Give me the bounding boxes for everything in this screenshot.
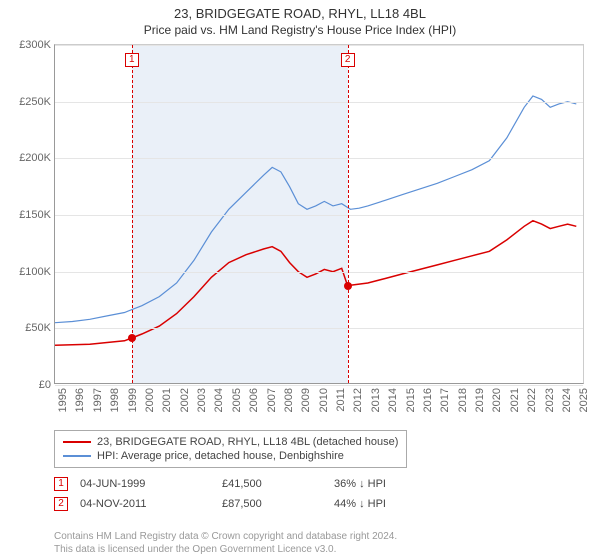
x-tick-label: 1995 [57,388,69,412]
x-tick-label: 2012 [352,388,364,412]
x-tick-label: 2004 [213,388,225,412]
x-tick-label: 2016 [422,388,434,412]
x-tick-label: 2005 [231,388,243,412]
x-tick-label: 2003 [196,388,208,412]
chart-title: 23, BRIDGEGATE ROAD, RHYL, LL18 4BL [0,0,600,21]
legend-swatch [63,455,91,457]
legend-swatch [63,441,91,443]
event-delta: 36% ↓ HPI [334,478,386,490]
x-tick-label: 2020 [491,388,503,412]
event-date: 04-NOV-2011 [80,498,210,510]
x-tick-label: 2022 [526,388,538,412]
sale-event-row: 1 04-JUN-1999 £41,500 36% ↓ HPI [54,474,386,494]
y-tick-label: £250K [19,96,55,108]
y-tick-label: £200K [19,152,55,164]
event-marker-box: 2 [54,497,68,511]
legend-label: HPI: Average price, detached house, Denb… [97,450,344,462]
x-axis-labels: 1995 1996 1997 1998 1999 2000 2001 2002 2003 2004… [54,388,584,428]
y-tick-label: £100K [19,266,55,278]
event-delta: 44% ↓ HPI [334,498,386,510]
event-marker-box: 1 [54,477,68,491]
legend-item: HPI: Average price, detached house, Denb… [63,449,398,463]
sale-event-row: 2 04-NOV-2011 £87,500 44% ↓ HPI [54,494,386,514]
series-hpi [55,96,576,323]
x-tick-label: 2019 [474,388,486,412]
x-tick-label: 2010 [318,388,330,412]
x-tick-label: 1998 [109,388,121,412]
footnote: Contains HM Land Registry data © Crown c… [54,530,397,556]
event-date: 04-JUN-1999 [80,478,210,490]
sale-point-dot [128,334,136,342]
legend-box: 23, BRIDGEGATE ROAD, RHYL, LL18 4BL (det… [54,430,407,468]
x-tick-label: 2000 [144,388,156,412]
sale-events: 1 04-JUN-1999 £41,500 36% ↓ HPI 2 04-NOV… [54,474,386,514]
x-tick-label: 2025 [578,388,590,412]
x-tick-label: 2013 [370,388,382,412]
x-tick-label: 2001 [161,388,173,412]
chart-container: 23, BRIDGEGATE ROAD, RHYL, LL18 4BL Pric… [0,0,600,560]
marker-box: 2 [341,53,355,67]
marker-box: 1 [125,53,139,67]
footnote-line: This data is licensed under the Open Gov… [54,543,397,556]
footnote-line: Contains HM Land Registry data © Crown c… [54,530,397,543]
event-price: £87,500 [222,498,322,510]
x-tick-label: 2015 [405,388,417,412]
x-tick-label: 2021 [509,388,521,412]
x-tick-label: 2006 [248,388,260,412]
y-tick-label: £50K [25,322,55,334]
x-tick-label: 1999 [127,388,139,412]
sale-point-dot [344,282,352,290]
x-tick-label: 2002 [179,388,191,412]
legend-label: 23, BRIDGEGATE ROAD, RHYL, LL18 4BL (det… [97,436,398,448]
x-tick-label: 2007 [266,388,278,412]
legend-item: 23, BRIDGEGATE ROAD, RHYL, LL18 4BL (det… [63,435,398,449]
x-tick-label: 2014 [387,388,399,412]
y-tick-label: £0 [39,379,55,391]
x-tick-label: 1996 [74,388,86,412]
x-tick-label: 2018 [457,388,469,412]
x-tick-label: 2017 [439,388,451,412]
y-tick-label: £300K [19,39,55,51]
plot-area: £0£50K£100K£150K£200K£250K£300K12 [54,44,584,384]
x-tick-label: 2011 [335,388,347,412]
event-price: £41,500 [222,478,322,490]
x-tick-label: 2024 [561,388,573,412]
y-tick-label: £150K [19,209,55,221]
series-price_paid [55,221,576,346]
x-tick-label: 2009 [300,388,312,412]
x-tick-label: 1997 [92,388,104,412]
chart-subtitle: Price paid vs. HM Land Registry's House … [0,21,600,41]
line-svg [55,45,583,383]
x-tick-label: 2023 [544,388,556,412]
x-tick-label: 2008 [283,388,295,412]
